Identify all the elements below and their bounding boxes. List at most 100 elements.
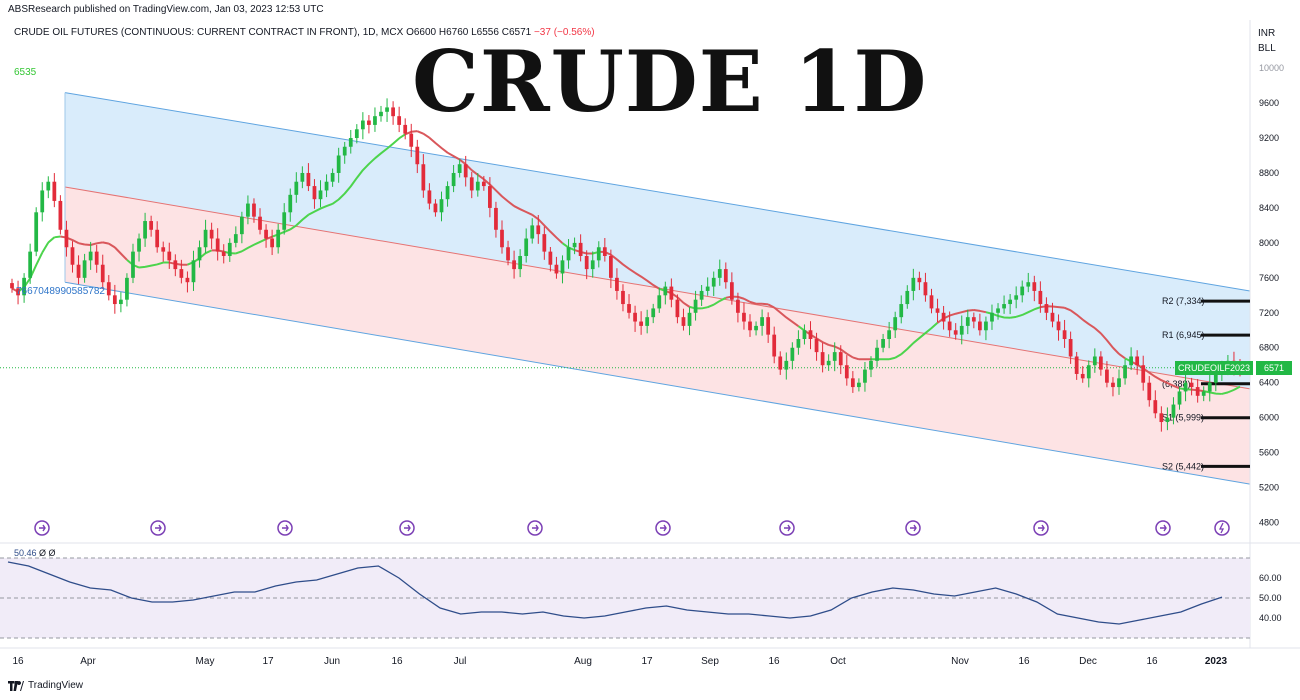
candle-body — [28, 251, 33, 278]
candle — [391, 101, 395, 125]
candle — [790, 342, 795, 370]
candle — [687, 307, 692, 336]
candle-body — [1171, 404, 1176, 418]
candle — [481, 175, 486, 191]
event-marker-arrow — [404, 524, 411, 532]
candle-body — [929, 295, 934, 309]
candle — [137, 233, 141, 262]
candle — [1062, 319, 1067, 348]
candle-body — [22, 277, 26, 296]
candle — [959, 315, 964, 345]
candle-body — [258, 216, 262, 230]
candle-body — [203, 229, 208, 248]
candle-body — [772, 334, 777, 357]
event-marker-arrow — [532, 524, 539, 532]
time-axis-tick: Jul — [454, 656, 467, 667]
candle — [306, 163, 311, 192]
candle-body — [1129, 356, 1133, 366]
candle-body — [572, 242, 577, 248]
candle-body — [984, 321, 988, 331]
candle — [857, 378, 861, 392]
candle-body — [566, 247, 571, 261]
candle — [996, 303, 1000, 320]
candle — [203, 219, 208, 254]
candle — [246, 195, 250, 225]
candle — [252, 198, 256, 223]
candle — [1111, 377, 1115, 397]
candle-body — [729, 282, 734, 300]
candle — [179, 259, 184, 284]
candle — [360, 112, 365, 140]
candle-body — [1020, 286, 1025, 296]
candle-body — [826, 360, 831, 366]
candle — [524, 228, 529, 263]
candle — [512, 250, 516, 279]
price-axis-tick: 8400 — [1259, 203, 1279, 213]
pivot-level-label: R2 (7,334) — [1162, 296, 1205, 306]
candle — [1177, 386, 1182, 410]
candle — [621, 284, 625, 312]
candle — [935, 298, 940, 323]
candle — [318, 180, 323, 208]
candle — [88, 241, 93, 270]
candle-body — [288, 194, 293, 213]
candle-body — [1183, 382, 1188, 392]
candle-body — [1098, 356, 1103, 370]
time-axis-tick: 16 — [1146, 656, 1158, 667]
candle-body — [475, 181, 480, 191]
ohlc-open: O6600 — [406, 27, 437, 38]
candle-body — [965, 317, 970, 326]
time-axis-tick: 16 — [391, 656, 403, 667]
candle-body — [687, 312, 692, 326]
candle-body — [971, 317, 976, 322]
candle — [711, 271, 716, 297]
candle-body — [1044, 304, 1049, 313]
candle-body — [844, 365, 849, 379]
candle — [1135, 350, 1140, 375]
candle — [330, 168, 335, 187]
candle — [300, 166, 305, 189]
candle-body — [736, 299, 740, 313]
candle — [22, 273, 26, 303]
event-marker-arrow — [784, 524, 791, 532]
candle — [602, 237, 607, 262]
candle — [1074, 351, 1079, 380]
candle-body — [173, 260, 178, 270]
candle — [736, 292, 740, 323]
candle-body — [875, 347, 879, 361]
candle — [899, 295, 904, 324]
candle — [276, 223, 281, 254]
candle-body — [1147, 382, 1152, 401]
candle-body — [10, 283, 14, 289]
candle-body — [391, 107, 395, 117]
candle-body — [899, 304, 904, 318]
candle-body — [863, 369, 867, 383]
candle — [155, 221, 160, 253]
candle-body — [227, 242, 232, 256]
event-marker-icon — [905, 520, 921, 536]
candle — [681, 308, 686, 331]
candle-body — [276, 229, 281, 248]
candle — [978, 313, 982, 336]
candle-body — [808, 330, 813, 340]
candle-body — [451, 172, 456, 187]
candle — [832, 342, 837, 372]
candle-body — [106, 282, 111, 296]
candle — [1117, 369, 1121, 395]
candle-body — [463, 164, 468, 178]
candle-body — [633, 312, 637, 322]
candle-body — [1177, 391, 1182, 405]
candle-body — [191, 260, 196, 283]
candle — [772, 326, 777, 364]
moving-average-down-segments — [11, 130, 1204, 393]
time-axis-tick: 2023 — [1205, 656, 1228, 667]
candle-body — [639, 321, 643, 326]
candle-body — [481, 181, 486, 187]
candle — [869, 356, 873, 378]
candle — [494, 201, 498, 238]
candle-body — [802, 330, 807, 340]
candle — [264, 224, 268, 248]
event-marker-icon — [150, 520, 166, 536]
candle — [1038, 281, 1043, 313]
